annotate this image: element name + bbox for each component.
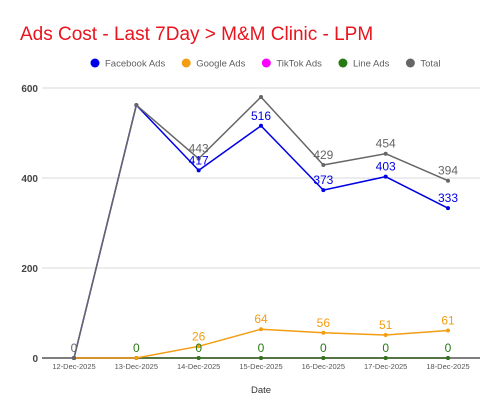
data-label: 454 [376, 137, 396, 151]
x-tick-label: 14-Dec-2025 [177, 362, 220, 371]
y-tick-label: 600 [21, 84, 38, 95]
legend-marker [261, 58, 271, 68]
data-point [446, 356, 450, 360]
data-point [446, 328, 450, 333]
x-tick-label: 13-Dec-2025 [115, 362, 158, 371]
data-point [134, 356, 139, 360]
data-point [321, 188, 326, 193]
data-label: 0 [195, 341, 202, 355]
data-label: 0 [133, 341, 140, 355]
data-labels: 417 516 373 403 333 26 64 56 51 61 0 0 0 0 0 0 0 443 429 45… [71, 109, 459, 355]
data-point [259, 327, 263, 332]
x-tick-label: 12-Dec-2025 [52, 362, 95, 371]
x-axis-label: Date [251, 385, 271, 396]
data-point [196, 156, 201, 161]
data-label: 51 [379, 318, 393, 332]
y-tick-label: 0 [32, 354, 38, 365]
data-label: 429 [313, 148, 333, 162]
chart-title: Ads Cost - Last 7Day > M&M Clinic - LPM [20, 24, 373, 45]
legend-marker [405, 58, 415, 68]
legend-marker [338, 58, 348, 68]
data-label: 0 [320, 341, 327, 355]
legend-entry: Total [420, 59, 440, 70]
legend-entry: Facebook Ads [105, 59, 165, 70]
data-label: 417 [189, 153, 209, 167]
data-label: 61 [441, 314, 455, 328]
data-label: 0 [258, 341, 265, 355]
data-label: 64 [254, 312, 268, 326]
y-axis-ticks: 0 200 400 600 [21, 84, 38, 365]
legend-entry: Google Ads [196, 59, 245, 70]
legend-entry: TikTok Ads [276, 59, 322, 70]
data-label: 516 [251, 109, 271, 123]
data-point [196, 344, 201, 349]
data-point [259, 356, 263, 360]
legend-marker [181, 58, 191, 68]
legend-entry: Line Ads [353, 59, 390, 70]
y-tick-label: 400 [21, 174, 38, 185]
data-label: 443 [189, 142, 209, 156]
data-label: 0 [71, 341, 78, 355]
x-tick-label: 16-Dec-2025 [302, 362, 345, 371]
data-point [321, 162, 326, 167]
data-point [134, 103, 139, 108]
data-point [72, 356, 76, 360]
data-label: 394 [438, 164, 458, 178]
data-label: 0 [382, 341, 389, 355]
data-point [383, 356, 388, 360]
data-point [383, 333, 388, 338]
data-point [383, 151, 388, 156]
chart-legend: Facebook Ads Google Ads TikTok Ads Line Ads… [90, 58, 440, 70]
data-label: 26 [192, 329, 206, 343]
x-tick-label: 15-Dec-2025 [239, 362, 282, 371]
data-label: 56 [317, 316, 331, 330]
data-point [196, 168, 201, 173]
data-point [446, 206, 450, 211]
data-label: 403 [376, 160, 396, 174]
grid-lines [42, 87, 480, 269]
data-point [321, 330, 326, 335]
chart-series [72, 95, 450, 360]
data-point [383, 174, 388, 179]
x-axis-ticks: 12-Dec-2025 13-Dec-2025 14-Dec-2025 15-Dec-… [52, 362, 469, 371]
legend-marker [90, 58, 100, 68]
data-label: 333 [438, 191, 458, 205]
x-tick-label: 17-Dec-2025 [364, 362, 407, 371]
data-point [321, 356, 326, 360]
data-point [446, 178, 450, 183]
x-tick-label: 18-Dec-2025 [426, 362, 469, 371]
y-tick-label: 200 [21, 264, 38, 275]
data-point [259, 95, 263, 99]
data-label: 0 [445, 341, 452, 355]
data-point [259, 123, 263, 128]
data-point [196, 356, 201, 360]
data-label: 373 [313, 173, 333, 187]
